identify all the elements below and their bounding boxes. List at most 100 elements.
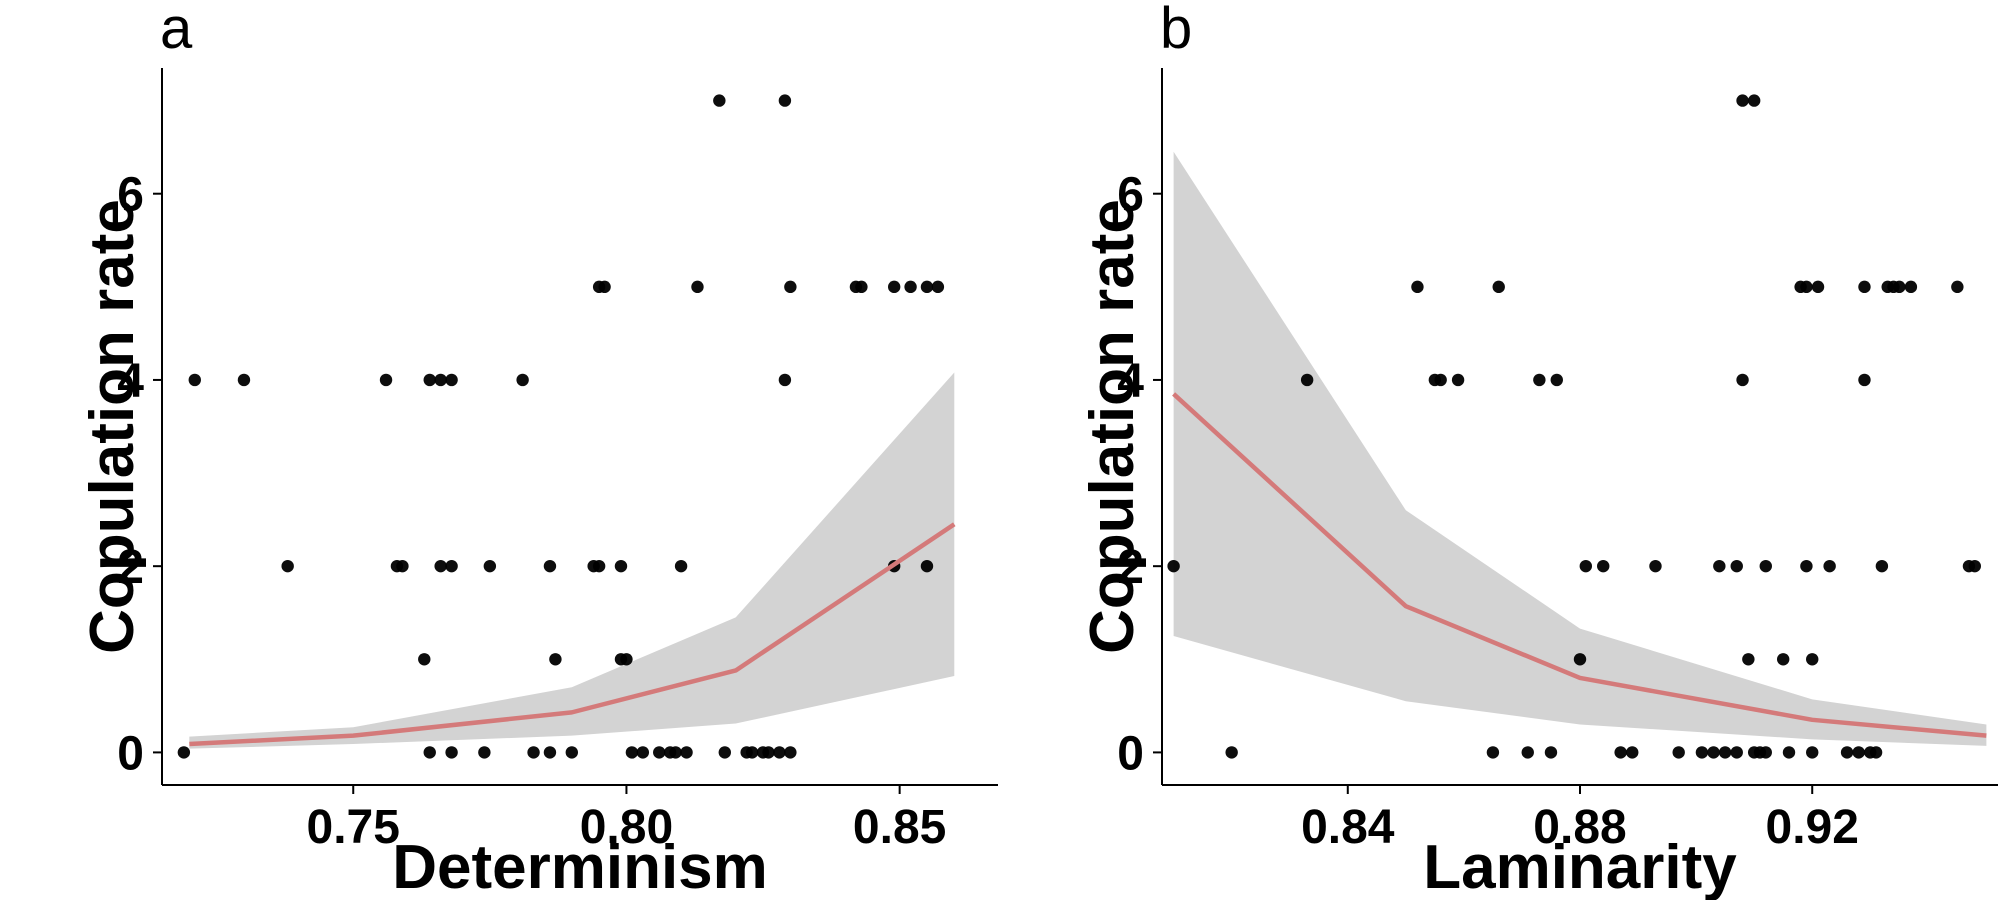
panel-label: a (160, 0, 193, 61)
data-point (1411, 280, 1424, 294)
data-point (1672, 746, 1685, 759)
fit-line (1172, 392, 1987, 738)
data-point (1858, 373, 1871, 387)
data-point (1225, 746, 1238, 759)
fit-line (189, 522, 956, 747)
data-point (1782, 746, 1796, 759)
data-point (1649, 559, 1662, 573)
data-point (745, 746, 759, 759)
data-point (1742, 653, 1755, 666)
data-point (516, 373, 529, 387)
data-point (713, 94, 726, 107)
data-point (1550, 373, 1563, 387)
data-point (718, 746, 731, 759)
determinism-scatter-chart: 0 2 4 6 0.75 0.80 0.85 Determinism Copulation ra… (78, 0, 998, 900)
y-tick-label: 0 (117, 727, 144, 780)
data-point (1451, 373, 1465, 387)
data-point (434, 559, 447, 573)
data-point (1800, 280, 1813, 294)
data-point (527, 746, 540, 759)
data-point (1707, 746, 1720, 759)
data-point (1167, 559, 1180, 573)
data-point (691, 280, 704, 294)
data-point (1951, 280, 1964, 294)
data-point (1713, 559, 1726, 573)
data-point (445, 373, 458, 387)
data-point (565, 746, 579, 759)
panel-a-determinism: 0 2 4 6 0.75 0.80 0.85 Determinism Copulation ra… (78, 0, 998, 900)
data-point (1840, 746, 1854, 759)
data-point (625, 746, 639, 759)
y-tick-label: 2 (117, 541, 144, 594)
laminarity-scatter-chart: 0 2 4 6 0.84 0.88 0.92 Laminarity Copulation rat… (1078, 0, 1998, 900)
data-point (478, 746, 491, 759)
data-point (1300, 373, 1314, 387)
data-point (920, 559, 934, 573)
y-tick-label: 0 (1117, 727, 1144, 780)
x-tick-label: 0.92 (1766, 801, 1859, 854)
confidence-ribbon (189, 372, 955, 749)
data-point (1968, 559, 1981, 573)
y-axis-title: Copulation rate (1078, 199, 1147, 654)
data-point (680, 746, 693, 759)
data-point (1858, 280, 1871, 294)
data-point (653, 746, 666, 759)
data-point (778, 94, 792, 107)
data-point (1869, 746, 1883, 759)
data-point (1695, 746, 1709, 759)
x-tick-label: 0.84 (1301, 801, 1395, 854)
y-tick-label: 4 (117, 355, 144, 408)
data-point (1434, 373, 1447, 387)
data-point (762, 746, 775, 759)
data-point (598, 280, 611, 294)
data-point (543, 746, 557, 759)
data-point (1492, 280, 1505, 294)
data-point (423, 373, 436, 387)
data-point (445, 746, 458, 759)
x-tick-label: 0.85 (853, 801, 946, 854)
data-point (1614, 746, 1627, 759)
data-point (669, 746, 682, 759)
data-point (1730, 746, 1743, 759)
confidence-ribbon (1173, 151, 1987, 746)
data-point (1736, 94, 1749, 107)
data-point (188, 373, 201, 387)
data-point (483, 559, 497, 573)
data-point (1875, 559, 1889, 573)
data-point (418, 653, 431, 666)
data-point (920, 280, 934, 294)
data-point (1736, 373, 1749, 387)
data-point (784, 280, 797, 294)
data-point (1747, 94, 1761, 107)
x-axis-title: Laminarity (1423, 833, 1737, 900)
data-point (1626, 746, 1639, 759)
data-point (887, 280, 901, 294)
data-point (1533, 373, 1546, 387)
data-point (1544, 746, 1558, 759)
x-tick-label: 0.88 (1533, 801, 1626, 854)
data-point (237, 373, 251, 387)
data-point (281, 559, 294, 573)
data-point (1806, 653, 1819, 666)
data-point (1730, 559, 1743, 573)
data-point (1759, 559, 1772, 573)
data-point (1718, 746, 1732, 759)
panel-label: b (1160, 0, 1192, 61)
data-point (931, 280, 945, 294)
data-point (396, 559, 409, 573)
data-point (1486, 746, 1500, 759)
x-tick-label: 0.75 (307, 801, 400, 854)
data-point (674, 559, 688, 573)
data-point (592, 559, 606, 573)
data-point (1521, 746, 1534, 759)
data-point (773, 746, 786, 759)
data-point (1759, 746, 1772, 759)
x-axis-title: Determinism (392, 833, 768, 900)
x-tick-label: 0.80 (580, 801, 673, 854)
data-point (778, 373, 792, 387)
data-point (1893, 280, 1906, 294)
data-point (1597, 559, 1610, 573)
y-axis-title: Copulation rate (78, 199, 147, 654)
data-point (543, 559, 557, 573)
data-point (620, 653, 633, 666)
